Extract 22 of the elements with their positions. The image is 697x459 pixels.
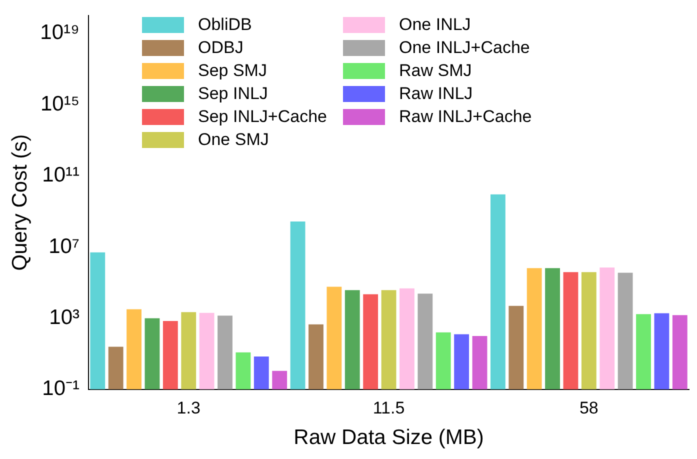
- legend-label: Sep SMJ: [198, 61, 267, 81]
- x-tick-label: 11.5: [372, 398, 405, 418]
- x-axis-title: Raw Data Size (MB): [294, 426, 484, 450]
- legend-label: ODBJ: [198, 38, 244, 58]
- legend-label: One SMJ: [198, 130, 269, 150]
- y-tick-label: 10⁷: [48, 234, 80, 258]
- y-axis-title: Query Cost (s): [8, 134, 32, 271]
- x-tick-label: 1.3: [176, 398, 200, 418]
- y-tick-label: 10¹¹: [42, 164, 80, 187]
- y-tick-label: 10³: [49, 306, 80, 329]
- legend-label: One INLJ+Cache: [399, 38, 530, 58]
- legend-label: Sep INLJ+Cache: [198, 107, 327, 127]
- y-tick-label: 10¹⁹: [40, 21, 80, 44]
- x-tick-label: 58: [579, 398, 598, 418]
- legend-label: Raw SMJ: [399, 61, 472, 81]
- y-tick-label: 10¹⁵: [40, 92, 80, 116]
- legend-label: Raw INLJ: [399, 84, 473, 104]
- y-tick-label: 10⁻¹: [42, 377, 80, 400]
- legend-label: ObliDB: [198, 15, 252, 35]
- legend-label: Raw INLJ+Cache: [399, 107, 532, 127]
- legend-label: One INLJ: [399, 15, 471, 35]
- legend-label: Sep INLJ: [198, 84, 268, 104]
